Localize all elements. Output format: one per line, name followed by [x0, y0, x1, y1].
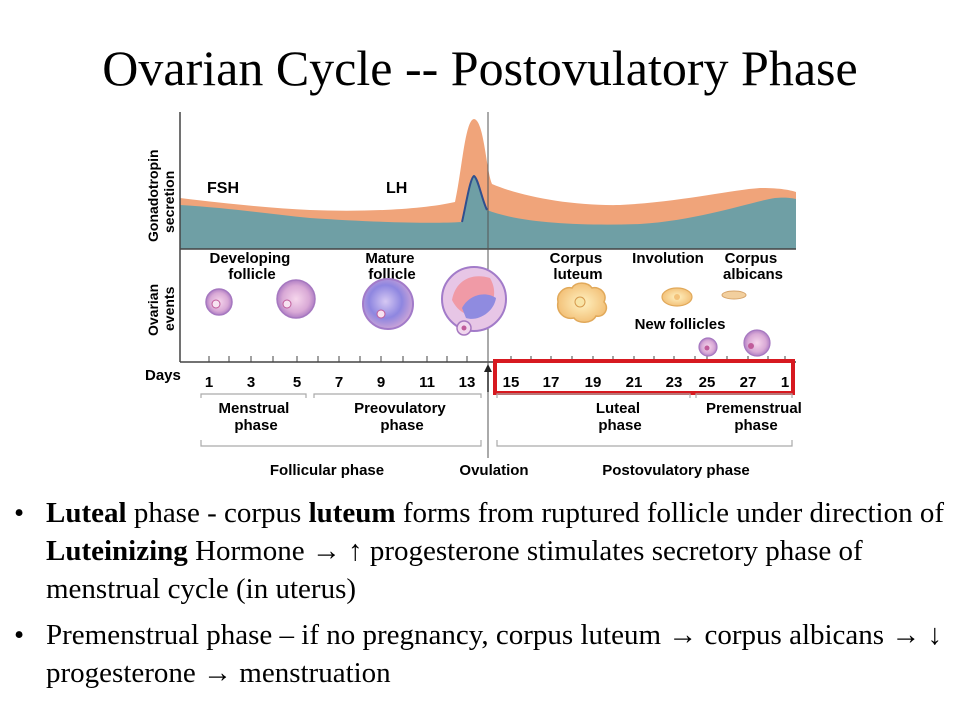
- mature-follicle-label: Mature follicle: [365, 250, 418, 283]
- day-number: 9: [377, 374, 385, 391]
- bullet-bold-term: Luteal: [46, 497, 127, 529]
- corpus-luteum-icon: [556, 282, 608, 323]
- luteal-phase-label: Luteal phase: [596, 400, 644, 434]
- fsh-label: FSH: [207, 180, 239, 197]
- menstrual-phase-label: Menstrual phase: [218, 400, 293, 434]
- day-number: 23: [666, 374, 683, 391]
- page-title: Ovarian Cycle -- Postovulatory Phase: [102, 40, 858, 96]
- bullet-premenstrual-phase: • Premenstrual phase – if no pregnancy, …: [14, 616, 944, 692]
- preovulatory-phase-label: Preovulatory phase: [354, 400, 450, 434]
- new-follicle-1-icon: [698, 337, 718, 357]
- day-number: 17: [543, 374, 560, 391]
- developing-follicle-label: Developing follicle: [209, 250, 294, 283]
- mature-follicle-icon: [362, 278, 414, 330]
- involution-icon: [661, 287, 693, 307]
- developing-follicle-1-icon: [205, 288, 233, 316]
- day-number: 7: [335, 374, 343, 391]
- bullet-list: • Luteal phase - corpus luteum forms fro…: [14, 494, 944, 700]
- bullet-text: Premenstrual phase – if no pregnancy, co…: [46, 619, 943, 689]
- bullet-text: Hormone → ↑ progesterone stimulates secr…: [46, 535, 863, 605]
- day-number: 11: [419, 374, 435, 391]
- rupturing-follicle-icon: [441, 266, 507, 336]
- bullet-dot-icon: •: [14, 497, 25, 529]
- bullet-text: phase - corpus: [126, 497, 309, 529]
- day-number: 25: [699, 374, 716, 391]
- days-label: Days: [145, 367, 181, 384]
- corpus-luteum-label: Corpus luteum: [550, 250, 607, 283]
- day-number: 1: [205, 374, 213, 391]
- involution-label: Involution: [632, 250, 704, 267]
- day-number: 21: [626, 374, 643, 391]
- phase-brackets: [200, 393, 793, 447]
- bullet-bold-term: Luteinizing: [46, 535, 188, 567]
- ovulation-arrow-icon: [484, 364, 492, 372]
- bullet-bold-term: luteum: [308, 497, 396, 529]
- bullet-luteal-phase: • Luteal phase - corpus luteum forms fro…: [14, 494, 944, 608]
- corpus-albicans-label: Corpus albicans: [723, 250, 783, 283]
- follicular-phase-label: Follicular phase: [270, 462, 384, 479]
- new-follicles-label: New follicles: [635, 316, 726, 333]
- day-number: 13: [459, 374, 476, 391]
- developing-follicle-2-icon: [276, 279, 316, 319]
- premenstrual-phase-label: Premenstrual phase: [706, 400, 806, 434]
- bullet-text: forms from ruptured follicle under direc…: [395, 497, 944, 529]
- lh-peak-shadow: [461, 174, 488, 223]
- day-number: 15: [503, 374, 520, 391]
- day-number: 3: [247, 374, 255, 391]
- corpus-albicans-icon: [721, 290, 747, 300]
- gonadotropin-axis-label: Gonadotropinsecretion: [145, 149, 177, 242]
- ovulation-label: Ovulation: [459, 462, 528, 479]
- day-number: 19: [585, 374, 602, 391]
- bullet-dot-icon: •: [14, 619, 25, 651]
- ovarian-axis-label: Ovarianevents: [145, 284, 177, 336]
- day-number: 5: [293, 374, 301, 391]
- day-numbers: 1 3 5 7 9 11 13 15 17 19 21 23 25 27 1: [205, 374, 789, 391]
- day-number: 27: [740, 374, 757, 391]
- postovulatory-days-highlight: [493, 359, 795, 395]
- day-number: 1: [781, 374, 789, 391]
- postovulatory-phase-label: Postovulatory phase: [602, 462, 750, 479]
- new-follicle-2-icon: [743, 329, 771, 357]
- lh-label: LH: [386, 180, 407, 197]
